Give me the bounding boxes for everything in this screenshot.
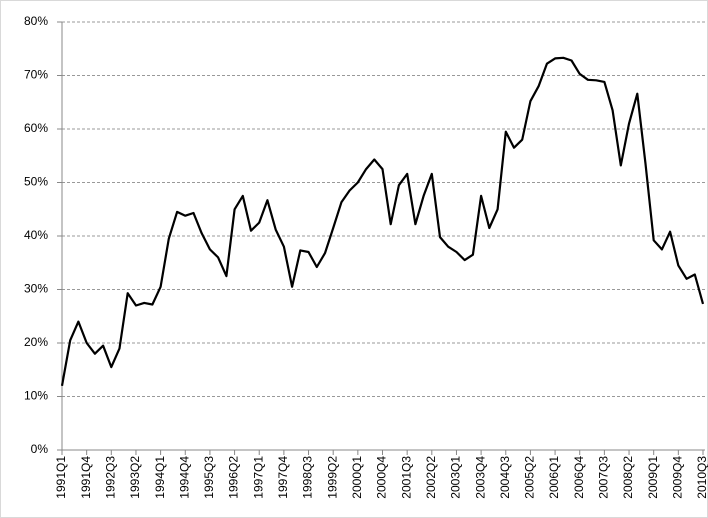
x-tick-label: 2006Q4 — [572, 456, 586, 499]
y-tick-label: 30% — [24, 282, 48, 296]
x-tick-label: 2007Q3 — [597, 456, 611, 499]
y-tick-label: 50% — [24, 175, 48, 189]
x-tick-label: 1999Q2 — [325, 456, 339, 499]
x-tick-label: 2003Q4 — [473, 456, 487, 499]
y-tick-label: 60% — [24, 121, 48, 135]
x-tick-label: 1993Q2 — [128, 456, 142, 499]
x-tick-label: 1997Q1 — [251, 456, 265, 499]
y-tick-label: 20% — [24, 335, 48, 349]
x-tick-label: 2009Q1 — [646, 456, 660, 499]
y-tick-label: 70% — [24, 68, 48, 82]
x-tick-label: 1996Q2 — [227, 456, 241, 499]
y-tick-label: 10% — [24, 389, 48, 403]
x-tick-label: 2003Q1 — [449, 456, 463, 499]
x-tick-label: 1991Q4 — [79, 456, 93, 499]
x-tick-label: 1992Q3 — [103, 456, 117, 499]
x-tick-label: 1994Q4 — [177, 456, 191, 499]
x-tick-label: 2008Q2 — [621, 456, 635, 499]
x-tick-label: 1991Q1 — [54, 456, 68, 499]
x-tick-label: 2000Q4 — [375, 456, 389, 499]
y-tick-label: 80% — [24, 14, 48, 28]
x-tick-label: 2000Q1 — [350, 456, 364, 499]
data-line — [60, 56, 705, 386]
x-tick-label: 2006Q1 — [547, 456, 561, 499]
y-tick-label: 40% — [24, 228, 48, 242]
x-tick-label: 1998Q3 — [301, 456, 315, 499]
x-tick-label: 2001Q3 — [399, 456, 413, 499]
x-tick-label: 2005Q2 — [523, 456, 537, 499]
x-tick-label: 2009Q4 — [671, 456, 685, 499]
x-tick-label: 2004Q3 — [498, 456, 512, 499]
x-tick-label: 1994Q1 — [153, 456, 167, 499]
y-tick-label: 0% — [31, 442, 49, 456]
x-tick-label: 2010Q3 — [695, 456, 708, 499]
x-tick-label: 2002Q2 — [424, 456, 438, 499]
x-tick-label: 1995Q3 — [202, 456, 216, 499]
x-tick-label: 1997Q4 — [276, 456, 290, 499]
